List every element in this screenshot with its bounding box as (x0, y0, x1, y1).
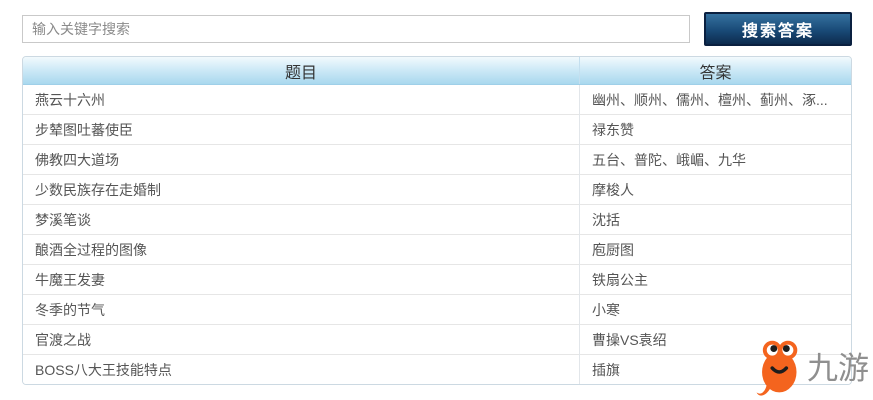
question-cell: 燕云十六州 (23, 84, 580, 115)
table-row: 梦溪笔谈 沈括 (23, 204, 851, 235)
question-cell: 冬季的节气 (23, 294, 580, 325)
table-row: 少数民族存在走婚制 摩梭人 (23, 174, 851, 205)
question-cell: 官渡之战 (23, 324, 580, 355)
table-row: 官渡之战 曹操VS袁绍 (23, 324, 851, 355)
answer-table-body: 燕云十六州 幽州、顺州、儒州、檀州、蓟州、涿... 步辇图吐蕃使臣 禄东赞 佛教… (23, 84, 851, 384)
table-row: 冬季的节气 小寒 (23, 294, 851, 325)
answer-cell: 幽州、顺州、儒州、檀州、蓟州、涿... (579, 84, 851, 115)
search-bar: 搜索答案 (22, 12, 852, 46)
answer-cell: 五台、普陀、峨嵋、九华 (579, 144, 851, 175)
answer-cell: 沈括 (579, 204, 851, 235)
question-cell: 佛教四大道场 (23, 144, 580, 175)
table-row: 燕云十六州 幽州、顺州、儒州、檀州、蓟州、涿... (23, 84, 851, 115)
column-header-question: 题目 (23, 57, 580, 85)
question-cell: 少数民族存在走婚制 (23, 174, 580, 205)
answer-cell: 小寒 (579, 294, 851, 325)
table-row: 步辇图吐蕃使臣 禄东赞 (23, 114, 851, 145)
answer-cell: 庖厨图 (579, 234, 851, 265)
jiuyou-logo-text: 九游 (807, 351, 869, 386)
question-cell: 酿酒全过程的图像 (23, 234, 580, 265)
question-cell: 梦溪笔谈 (23, 204, 580, 235)
question-cell: 牛魔王发妻 (23, 264, 580, 295)
search-answer-button[interactable]: 搜索答案 (704, 12, 852, 46)
jiuyou-logo: 九游 (755, 339, 869, 398)
jiuyou-mascot-icon (755, 339, 802, 398)
answer-cell: 铁扇公主 (579, 264, 851, 295)
table-row: 酿酒全过程的图像 庖厨图 (23, 234, 851, 265)
table-row: 牛魔王发妻 铁扇公主 (23, 264, 851, 295)
answer-cell: 摩梭人 (579, 174, 851, 205)
question-cell: BOSS八大王技能特点 (23, 354, 580, 384)
table-row: BOSS八大王技能特点 插旗 (23, 354, 851, 384)
answer-cell: 曹操VS袁绍 (579, 324, 851, 355)
table-header-row: 题目 答案 (23, 57, 851, 85)
question-cell: 步辇图吐蕃使臣 (23, 114, 580, 145)
answers-table: 题目 答案 燕云十六州 幽州、顺州、儒州、檀州、蓟州、涿... 步辇图吐蕃使臣 … (22, 56, 852, 385)
column-header-answer: 答案 (579, 57, 851, 85)
answer-cell: 插旗 (579, 354, 851, 384)
answer-cell: 禄东赞 (579, 114, 851, 145)
table-row: 佛教四大道场 五台、普陀、峨嵋、九华 (23, 144, 851, 175)
search-input[interactable] (22, 15, 690, 43)
